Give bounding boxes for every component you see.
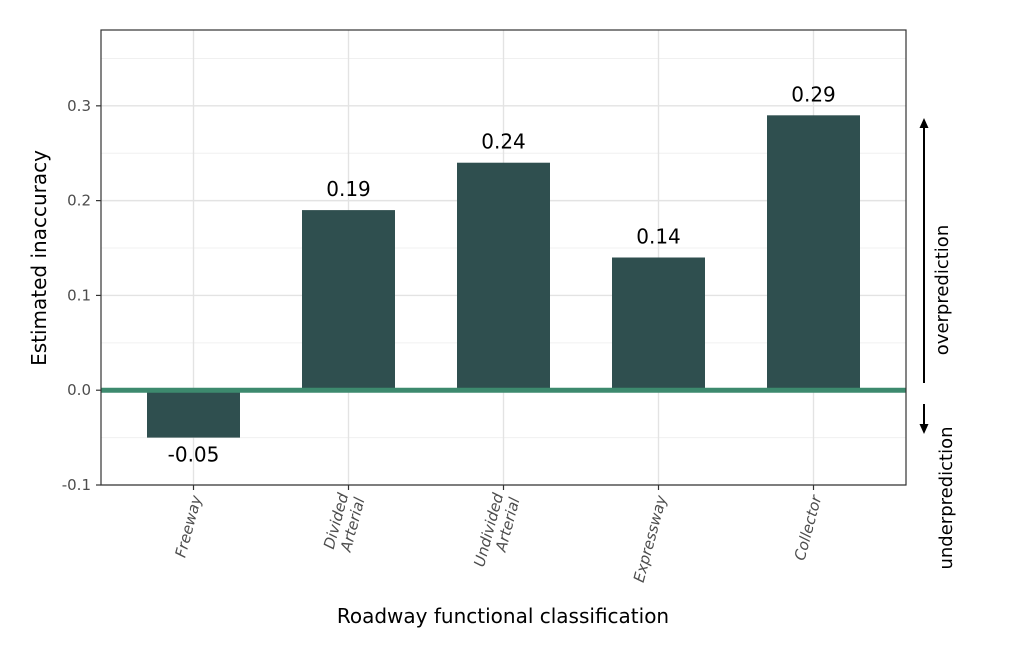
- bar: [767, 115, 860, 391]
- bars: [147, 115, 860, 438]
- x-axis-title: Roadway functional classification: [337, 604, 669, 628]
- down-arrowhead-icon: [919, 424, 929, 434]
- y-tick-label: 0.0: [67, 381, 91, 399]
- x-tick-label: Expressway: [630, 492, 671, 584]
- x-axis: Freeway DividedArterial UndividedArterial E…: [172, 485, 826, 584]
- x-tick-label: Collector: [791, 493, 826, 563]
- y-axis-title: Estimated inaccuracy: [27, 150, 51, 366]
- bar-value-label: 0.24: [481, 130, 526, 154]
- x-tick-label: UndividedArterial: [470, 490, 524, 573]
- up-arrowhead-icon: [919, 118, 929, 128]
- bar-value-label: 0.19: [326, 177, 371, 201]
- x-tick-label-line: Expressway: [630, 492, 671, 584]
- bar-value-label: -0.05: [168, 443, 220, 467]
- underprediction-annotation: underprediction: [919, 404, 957, 570]
- y-tick-label: -0.1: [62, 476, 91, 494]
- bar: [612, 257, 705, 391]
- underprediction-label: underprediction: [936, 426, 957, 569]
- x-tick-label-line: Freeway: [172, 492, 206, 559]
- bar: [147, 390, 240, 438]
- x-tick-label-line: Collector: [791, 493, 826, 563]
- x-tick-label: Freeway: [172, 492, 206, 559]
- y-tick-label: 0.2: [67, 192, 91, 210]
- bar: [302, 210, 395, 391]
- data-labels: -0.05 0.19 0.24 0.14 0.29: [168, 82, 836, 466]
- overprediction-label: overprediction: [932, 225, 953, 355]
- bar-value-label: 0.29: [791, 82, 836, 106]
- y-axis: -0.1 0.0 0.1 0.2 0.3: [62, 97, 101, 494]
- x-tick-label: DividedArterial: [320, 490, 369, 555]
- y-tick-label: 0.1: [67, 286, 91, 304]
- overprediction-annotation: overprediction: [919, 118, 953, 383]
- bar: [457, 162, 550, 391]
- y-tick-label: 0.3: [67, 97, 91, 115]
- bar-value-label: 0.14: [636, 225, 681, 249]
